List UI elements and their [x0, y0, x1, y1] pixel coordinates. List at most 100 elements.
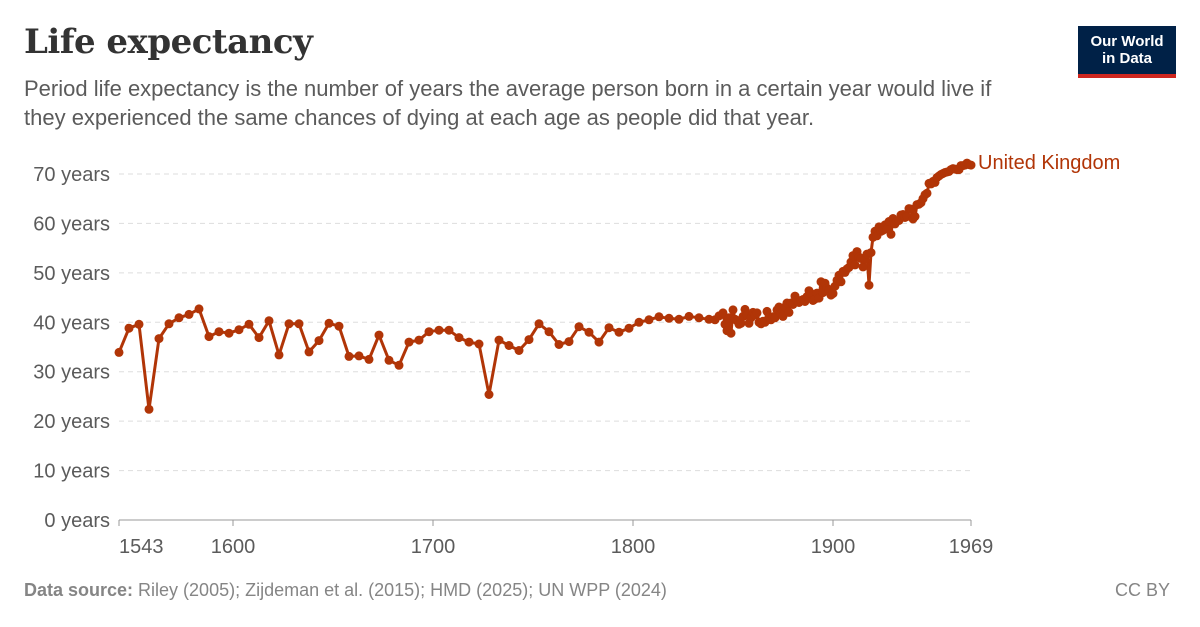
data-point: [736, 318, 746, 328]
data-point: [214, 327, 224, 337]
y-tick-label: 70 years: [33, 164, 110, 186]
data-point: [384, 355, 394, 365]
y-tick-label: 10 years: [33, 461, 110, 483]
data-point: [304, 347, 314, 357]
data-point: [752, 308, 762, 318]
data-point: [284, 319, 294, 329]
data-point: [966, 160, 976, 170]
data-point: [684, 311, 694, 321]
data-point: [294, 319, 304, 329]
x-tick-label: 1969: [949, 536, 994, 558]
data-point: [554, 340, 564, 349]
data-point: [464, 337, 474, 347]
x-tick-label: 1900: [811, 536, 856, 558]
owid-logo[interactable]: Our World in Data: [1078, 26, 1176, 78]
data-point: [784, 307, 794, 317]
data-point: [858, 262, 868, 272]
data-point: [184, 309, 194, 319]
data-point: [524, 335, 534, 345]
data-point: [194, 304, 204, 314]
data-point: [836, 277, 846, 287]
data-point: [864, 280, 874, 290]
line-chart: 0 years 10 years 20 years 30 years 40 years 5…: [33, 152, 1120, 558]
data-point: [604, 323, 614, 333]
chart-title: Life expectancy: [24, 22, 313, 62]
data-point: [134, 319, 144, 329]
data-point: [434, 325, 444, 335]
data-point: [204, 332, 214, 342]
data-point: [344, 351, 354, 361]
data-point: [494, 335, 504, 345]
data-point: [354, 351, 364, 361]
data-point: [634, 317, 644, 327]
data-point: [414, 335, 424, 345]
data-point: [504, 341, 514, 350]
source-label: Data source:: [24, 580, 134, 600]
source-text: Riley (2005); Zijdeman et al. (2015); HM…: [133, 580, 667, 600]
data-point: [314, 336, 324, 346]
data-point: [674, 314, 684, 324]
data-point: [404, 337, 414, 347]
data-point: [144, 404, 154, 414]
data-point: [726, 328, 736, 338]
license-link[interactable]: CC BY: [1114, 580, 1170, 600]
data-point: [624, 323, 634, 333]
data-point: [484, 390, 494, 399]
series-line: [117, 161, 973, 411]
data-point: [644, 315, 654, 325]
data-point: [244, 319, 254, 329]
y-tick-label: 60 years: [33, 213, 110, 235]
data-point: [394, 360, 404, 370]
y-tick-label: 20 years: [33, 411, 110, 433]
data-point: [154, 334, 164, 344]
data-point: [614, 327, 624, 337]
logo-line-2: in Data: [1101, 50, 1152, 67]
data-point: [474, 339, 484, 349]
x-axis: 1543 1600 1700 1800 1900 1969: [118, 519, 994, 558]
data-point: [174, 313, 184, 323]
data-point: [910, 212, 920, 221]
data-point: [654, 312, 664, 322]
data-point: [718, 308, 728, 318]
data-point: [574, 322, 584, 332]
series-label: United Kingdom: [978, 152, 1120, 174]
data-point: [584, 327, 594, 337]
data-point: [866, 248, 876, 258]
x-tick-label: 1543: [119, 536, 164, 558]
data-point: [444, 325, 454, 335]
data-point: [850, 260, 860, 270]
grid-lines: [119, 173, 971, 472]
x-tick-label: 1600: [211, 536, 256, 558]
series-layer: United Kingdom: [114, 152, 1120, 414]
chart-subtitle: Period life expectancy is the number of …: [24, 76, 992, 130]
data-point: [922, 188, 932, 198]
y-tick-label: 50 years: [33, 263, 110, 285]
data-point: [664, 313, 674, 323]
data-point: [254, 333, 264, 343]
data-point: [124, 323, 134, 333]
data-point: [324, 318, 334, 328]
data-point: [264, 316, 274, 326]
data-point: [114, 347, 124, 357]
data-point: [224, 328, 234, 338]
data-point: [454, 333, 464, 343]
data-point: [534, 319, 544, 329]
x-tick-label: 1800: [611, 536, 656, 558]
logo-line-1: Our World: [1090, 33, 1164, 50]
data-point: [694, 313, 704, 323]
data-point: [564, 337, 574, 347]
data-point: [544, 327, 554, 337]
data-point: [164, 319, 174, 329]
data-point: [364, 354, 374, 364]
y-axis: 0 years 10 years 20 years 30 years 40 years 5…: [33, 164, 110, 532]
data-point: [728, 305, 738, 315]
x-tick-label: 1700: [411, 536, 456, 558]
data-point: [274, 350, 284, 360]
data-point: [886, 229, 896, 239]
y-tick-label: 40 years: [33, 312, 110, 334]
data-point: [594, 337, 604, 347]
y-tick-label: 0 years: [44, 510, 110, 532]
data-point: [514, 346, 524, 355]
data-point: [334, 321, 344, 331]
data-point: [424, 327, 434, 337]
